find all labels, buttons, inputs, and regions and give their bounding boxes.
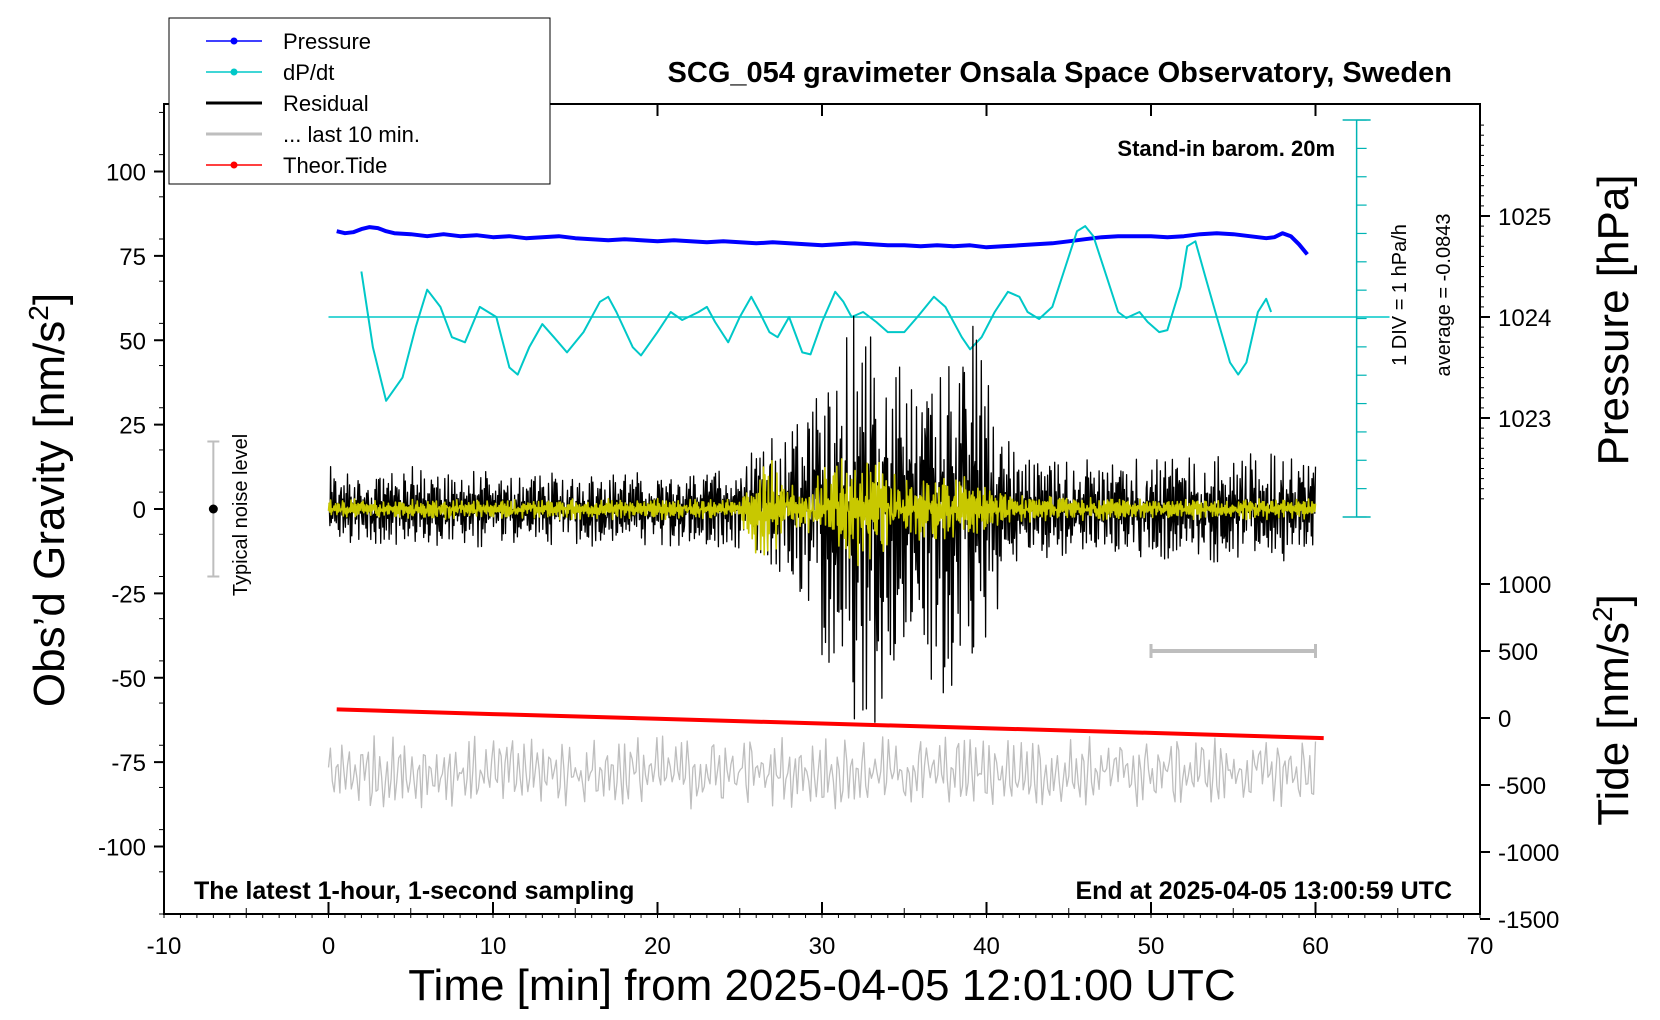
series-residual (328, 315, 1317, 723)
noise-level-dot (208, 504, 218, 514)
legend-label: Theor.Tide (283, 153, 387, 178)
end-time-note: End at 2025-04-05 13:00:59 UTC (1075, 877, 1452, 905)
pressure-tick-label: 1025 (1498, 204, 1551, 231)
tide-axis-label-main: Tide [nm/s (1589, 622, 1638, 826)
tide-tick-label: -1500 (1498, 907, 1559, 934)
y-tick-label: 50 (119, 328, 146, 355)
tick-layer: -10 0 10 20 30 40 50 60 701007550250-25-50-75-10… (98, 104, 1559, 960)
tide-tick-label: -1000 (1498, 840, 1559, 867)
series-dp-dt (360, 225, 1273, 402)
scale-avg-label: average = -0.0843 (1433, 214, 1455, 377)
legend-box (168, 17, 551, 185)
x-tick-label: 10 (480, 933, 507, 960)
y-tick-label: 100 (106, 160, 146, 187)
y-tick-label: 0 (133, 497, 146, 524)
x-tick-label: -10 (147, 933, 182, 960)
legend: Pressure dP/dt Residual ... last 10 min. The… (168, 17, 551, 185)
y-tick-label: -25 (111, 581, 146, 608)
x-tick-label: 0 (322, 933, 335, 960)
tide-tick-label: 500 (1498, 639, 1538, 666)
series-layer (327, 225, 1390, 810)
x-tick-label: 40 (973, 933, 1000, 960)
y-tick-label: -75 (111, 750, 146, 777)
x-tick-label: 30 (809, 933, 836, 960)
y-tick-label: 75 (119, 244, 146, 271)
series-last-10-min (327, 735, 1317, 810)
x-tick-label: 70 (1467, 933, 1494, 960)
tide-tick-label: 0 (1498, 706, 1511, 733)
legend-label: Pressure (283, 29, 371, 54)
y-tick-label: -50 (111, 666, 146, 693)
y-axis-label-sup: 2 (23, 305, 54, 321)
legend-marker (230, 37, 238, 45)
legend-marker (230, 68, 238, 76)
sampling-note: The latest 1-hour, 1-second sampling (194, 877, 634, 905)
legend-label: dP/dt (283, 60, 334, 85)
y-axis-label-close: ] (25, 293, 74, 305)
pressure-tick-label: 1023 (1498, 406, 1551, 433)
noise-label: Typical noise level (230, 434, 252, 596)
scale-div-label: 1 DIV = 1 hPa/h (1389, 224, 1411, 366)
series-theor-tide (336, 707, 1324, 741)
y-axis-label-main: Obs’d Gravity [nm/s (25, 321, 74, 707)
pressure-tick-label: 1024 (1498, 305, 1551, 332)
tide-axis-label-close: ] (1589, 594, 1638, 606)
legend-label: Residual (283, 91, 369, 116)
tide-tick-label: -500 (1498, 773, 1546, 800)
x-tick-label: 60 (1302, 933, 1329, 960)
tide-tick-label: 1000 (1498, 572, 1551, 599)
y-tick-label: 25 (119, 413, 146, 440)
tide-axis-label-sup: 2 (1587, 606, 1618, 622)
series-pressure (336, 225, 1309, 256)
y-tick-label: -100 (98, 835, 146, 862)
x-tick-label: 50 (1138, 933, 1165, 960)
y-axis-label: Obs’d Gravity [nm/s2] (23, 293, 74, 707)
x-tick-label: 20 (644, 933, 671, 960)
barometer-note: Stand-in barom. 20m (1117, 136, 1335, 161)
legend-marker (230, 161, 238, 169)
legend-label: ... last 10 min. (283, 122, 420, 147)
series-residual-filtered (327, 458, 1317, 567)
tide-axis-label: Tide [nm/s2] (1587, 594, 1638, 826)
x-axis-label: Time [min] from 2025-04-05 12:01:00 UTC (408, 961, 1235, 1010)
overlay-layer (207, 119, 1371, 658)
chart-title: SCG_054 gravimeter Onsala Space Observat… (668, 57, 1452, 89)
pressure-axis-label: Pressure [hPa] (1589, 174, 1638, 465)
